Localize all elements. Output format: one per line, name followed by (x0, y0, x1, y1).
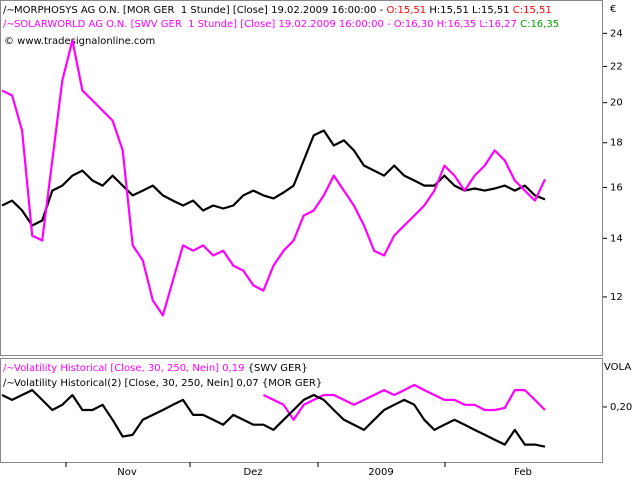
series-name: Volatility Historical [Close, 30, 250, N… (14, 363, 222, 374)
x-tick-label: 2009 (368, 467, 393, 478)
last-value: 0,19 (222, 363, 244, 374)
legend-icon: ∕∼ (3, 19, 15, 30)
x-tick-label: Dez (243, 467, 262, 478)
x-tick-label: Feb (514, 467, 532, 478)
last-value: 0,07 (236, 378, 258, 389)
series-line (1, 389, 546, 448)
legend-entry: MORPHOSYS AG O.N. [MOR GER 1 Stunde] [Cl… (14, 5, 552, 16)
unit-label: € (610, 4, 616, 15)
y-tick-label: 0,20 (610, 402, 632, 413)
legend-icon: ∕∼ (3, 363, 15, 374)
legend-icon: ∕∼ (3, 5, 15, 16)
legend-entry: Volatility Historical(2) [Close, 30, 250… (14, 378, 322, 389)
y-tick-label: 24 (610, 28, 623, 39)
series-tag: {MOR GER} (259, 378, 323, 389)
y-tick-label: 14 (610, 233, 623, 244)
quote: O:15,51 (386, 5, 426, 16)
unit-label: VOLA (604, 362, 631, 373)
series-line (1, 39, 546, 317)
lower-panel (0, 358, 603, 463)
watermark: © www.tradesignalonline.com (4, 36, 155, 47)
x-ticks (65, 462, 446, 467)
series-name: SOLARWORLD AG O.N. [SWV GER 1 Stunde] [C… (14, 19, 520, 30)
upper-panel (0, 0, 603, 356)
y-tick-label: 16 (610, 183, 623, 194)
y-tick-label: 20 (610, 98, 623, 109)
quote: C:15,51 (513, 5, 552, 16)
y-tick-label: 22 (610, 61, 623, 72)
legend-entry: Volatility Historical [Close, 30, 250, N… (14, 363, 308, 374)
legend-entry: SOLARWORLD AG O.N. [SWV GER 1 Stunde] [C… (14, 19, 559, 30)
series-line (262, 383, 546, 421)
x-tick-label: Nov (117, 467, 137, 478)
quote: H:15,51 L:15,51 (426, 5, 513, 16)
y-tick-label: 12 (610, 292, 623, 303)
quote: C:16,35 (520, 19, 559, 30)
y-tick-label: 18 (610, 138, 623, 149)
series-name: MORPHOSYS AG O.N. [MOR GER 1 Stunde] [Cl… (14, 5, 386, 16)
series-line (1, 129, 546, 227)
legend-icon: ∕∼ (3, 378, 15, 389)
series-tag: {SWV GER} (245, 363, 308, 374)
series-name: Volatility Historical(2) [Close, 30, 250… (14, 378, 236, 389)
